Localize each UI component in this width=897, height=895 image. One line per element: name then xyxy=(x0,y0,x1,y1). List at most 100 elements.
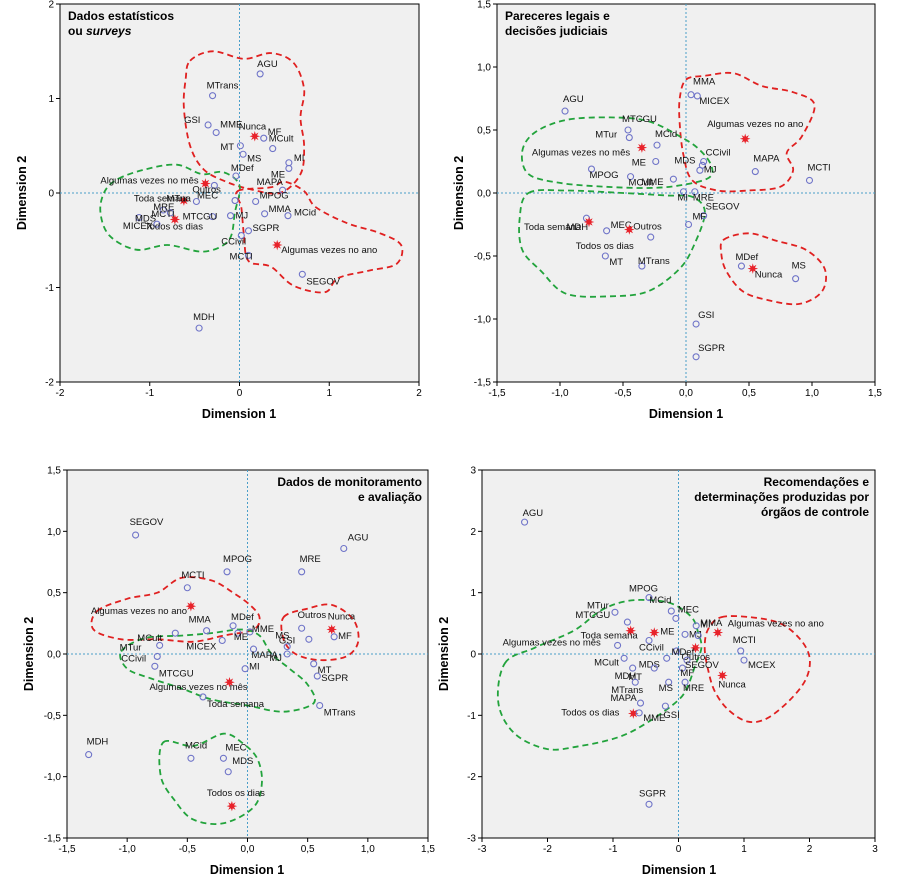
point-label: MT xyxy=(609,257,623,268)
x-tick-label: -1,0 xyxy=(119,844,137,855)
point-label: MTur xyxy=(120,642,142,653)
point-marker xyxy=(305,635,313,643)
point-marker xyxy=(629,664,637,672)
biplot-panel-4: -3 -2 -1 0 1 2 3 -3 -2 -1 0 1 2 3 Dimension 1 Dimension… xyxy=(437,466,878,878)
y-axis-title: Dimension 2 xyxy=(437,617,451,691)
point-marker xyxy=(153,220,161,228)
point-label: SEGOV xyxy=(306,276,340,287)
point-label: MTrans xyxy=(638,256,670,267)
point-label: Toda semana xyxy=(207,699,265,710)
point-label: Algumas vezes no ano xyxy=(728,619,824,630)
point-label: MF xyxy=(680,668,694,679)
x-tick-label: 0,5 xyxy=(301,844,315,855)
point-marker xyxy=(224,768,232,776)
point-label: MDef xyxy=(735,252,758,263)
panel-title: Recomendações e determinações produzidas … xyxy=(694,475,869,519)
point-marker xyxy=(252,197,260,206)
point-label: MEC xyxy=(197,191,218,202)
point-label: MT xyxy=(318,665,332,676)
point-marker xyxy=(587,165,596,173)
point-label: MTrans xyxy=(324,708,356,719)
category-star-marker xyxy=(583,216,595,228)
point-marker xyxy=(218,636,226,645)
x-tick-label: 1 xyxy=(741,844,747,855)
point-marker xyxy=(737,262,745,270)
point-label: MAPA xyxy=(611,693,638,704)
biplot-panel-2: -1,5 -1,0 -0,5 0,0 0,5 1,0 1,5 -1,5 -1,0 -0,5 0,0 0… xyxy=(452,0,882,421)
point-label: MTur xyxy=(587,600,609,611)
x-axis-title: Dimension 1 xyxy=(642,863,716,877)
point-marker xyxy=(246,628,254,636)
point-marker xyxy=(792,275,800,283)
green-cluster-outline xyxy=(520,116,714,189)
point-label: MCid xyxy=(185,740,207,751)
y-tick-label: -0,5 xyxy=(474,252,492,263)
category-star-marker xyxy=(169,214,181,225)
y-tick-label: -1,5 xyxy=(44,834,62,845)
point-marker xyxy=(203,627,211,635)
category-star-marker xyxy=(739,133,751,145)
y-tick-label: 0,0 xyxy=(477,189,491,200)
point-marker xyxy=(681,630,689,638)
point-label: ME xyxy=(234,632,248,643)
point-label: Todos os dias xyxy=(207,788,265,799)
point-label: MCTI xyxy=(807,162,830,173)
x-tick-label: 0,0 xyxy=(679,388,693,399)
panel-title-line: Recomendações e xyxy=(764,475,870,489)
point-marker xyxy=(672,647,681,655)
point-marker xyxy=(231,197,239,205)
point-marker xyxy=(647,233,655,241)
point-marker xyxy=(237,231,245,240)
green-cluster-outline xyxy=(119,628,316,713)
point-marker xyxy=(204,121,212,129)
point-marker xyxy=(244,227,253,235)
point-label: Algumas vezes no ano xyxy=(281,245,377,256)
point-marker xyxy=(316,701,324,710)
category-star-marker xyxy=(271,239,283,251)
point-marker xyxy=(85,751,93,759)
y-axis-title: Dimension 2 xyxy=(452,156,466,230)
point-marker xyxy=(260,134,268,142)
x-axis-title: Dimension 1 xyxy=(649,407,723,421)
point-label: MTur xyxy=(595,130,617,141)
point-marker xyxy=(692,320,700,328)
point-marker xyxy=(283,650,291,658)
point-marker xyxy=(159,206,167,214)
point-marker xyxy=(627,173,635,181)
point-marker xyxy=(681,678,689,686)
x-tick-label: 2 xyxy=(807,844,813,855)
point-marker xyxy=(226,212,235,220)
point-marker xyxy=(210,181,218,189)
y-tick-label: 0 xyxy=(470,650,476,661)
x-tick-label: 3 xyxy=(872,844,878,855)
point-label: MAPA xyxy=(252,650,279,661)
point-label: GSI xyxy=(663,710,679,721)
point-label: MCid xyxy=(655,129,677,140)
red-cluster-outline xyxy=(678,71,816,193)
point-label: Toda semana xyxy=(524,222,582,233)
point-label: MAPA xyxy=(257,177,284,188)
point-marker xyxy=(261,210,269,218)
point-label: MME xyxy=(641,177,663,188)
point-marker xyxy=(650,664,658,672)
point-marker xyxy=(700,157,708,166)
y-tick-label: 1,0 xyxy=(477,63,491,74)
point-label: MDS xyxy=(135,214,156,225)
point-marker xyxy=(239,150,247,158)
panel-title: Pareceres legais e decisões judiciais xyxy=(505,9,610,38)
point-label: MRE xyxy=(153,202,174,213)
point-marker xyxy=(678,664,686,672)
point-label: MCult xyxy=(137,633,162,644)
point-marker xyxy=(132,531,140,539)
y-tick-label: -1,0 xyxy=(44,772,62,783)
point-label: MMA xyxy=(189,615,212,626)
category-star-marker xyxy=(226,800,238,812)
point-label: MTCGU xyxy=(575,610,610,621)
point-marker xyxy=(298,568,306,576)
point-marker xyxy=(298,624,306,632)
point-marker xyxy=(151,662,159,670)
point-marker xyxy=(623,618,631,626)
point-marker xyxy=(236,142,244,150)
point-label: Toda semana xyxy=(581,631,639,642)
point-label: MDH xyxy=(87,737,109,748)
